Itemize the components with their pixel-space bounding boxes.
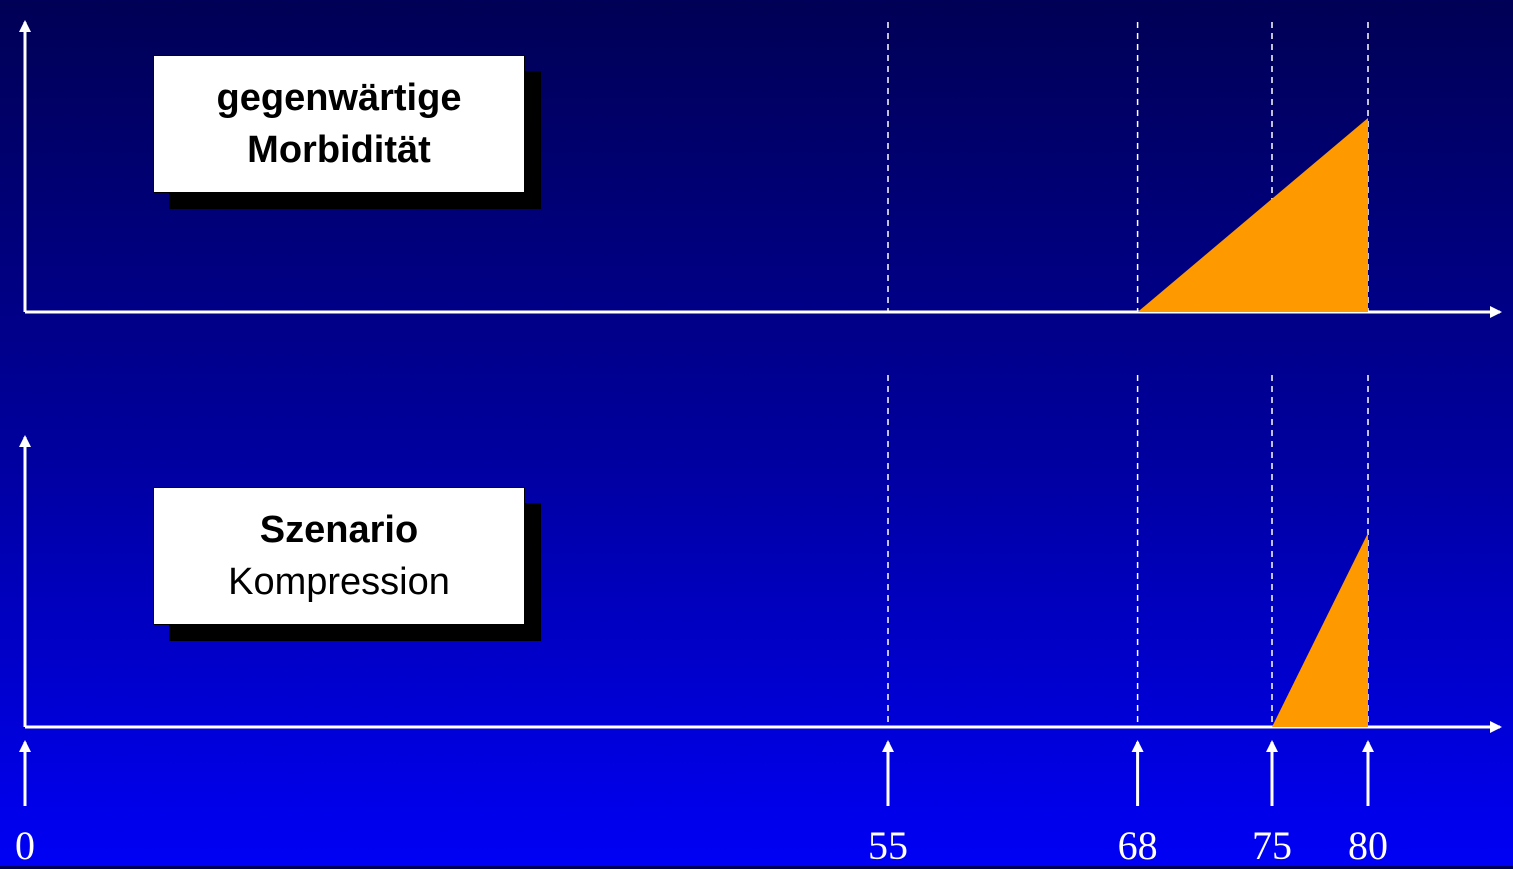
age-marker-label-80: 80 [1348, 823, 1388, 868]
upper-panel-label-line1: gegenwärtige [216, 77, 462, 119]
panel-0-morbidity-area [1137, 118, 1368, 312]
lower-panel-label-line2: Kompression [228, 561, 450, 603]
upper-panel-label-line2: Morbidität [247, 129, 431, 171]
age-marker-label-68: 68 [1117, 823, 1158, 868]
age-marker-label-0: 0 [15, 823, 35, 868]
lower-panel-label-line1: Szenario [259, 509, 419, 551]
age-marker-label-75: 75 [1252, 823, 1292, 868]
lower-panel-label-box: Szenario Kompression [153, 487, 525, 625]
age-marker-label-55: 55 [868, 823, 908, 868]
upper-panel-label-box: gegenwärtige Morbidität [153, 55, 525, 193]
panel-1-morbidity-area [1272, 533, 1368, 727]
